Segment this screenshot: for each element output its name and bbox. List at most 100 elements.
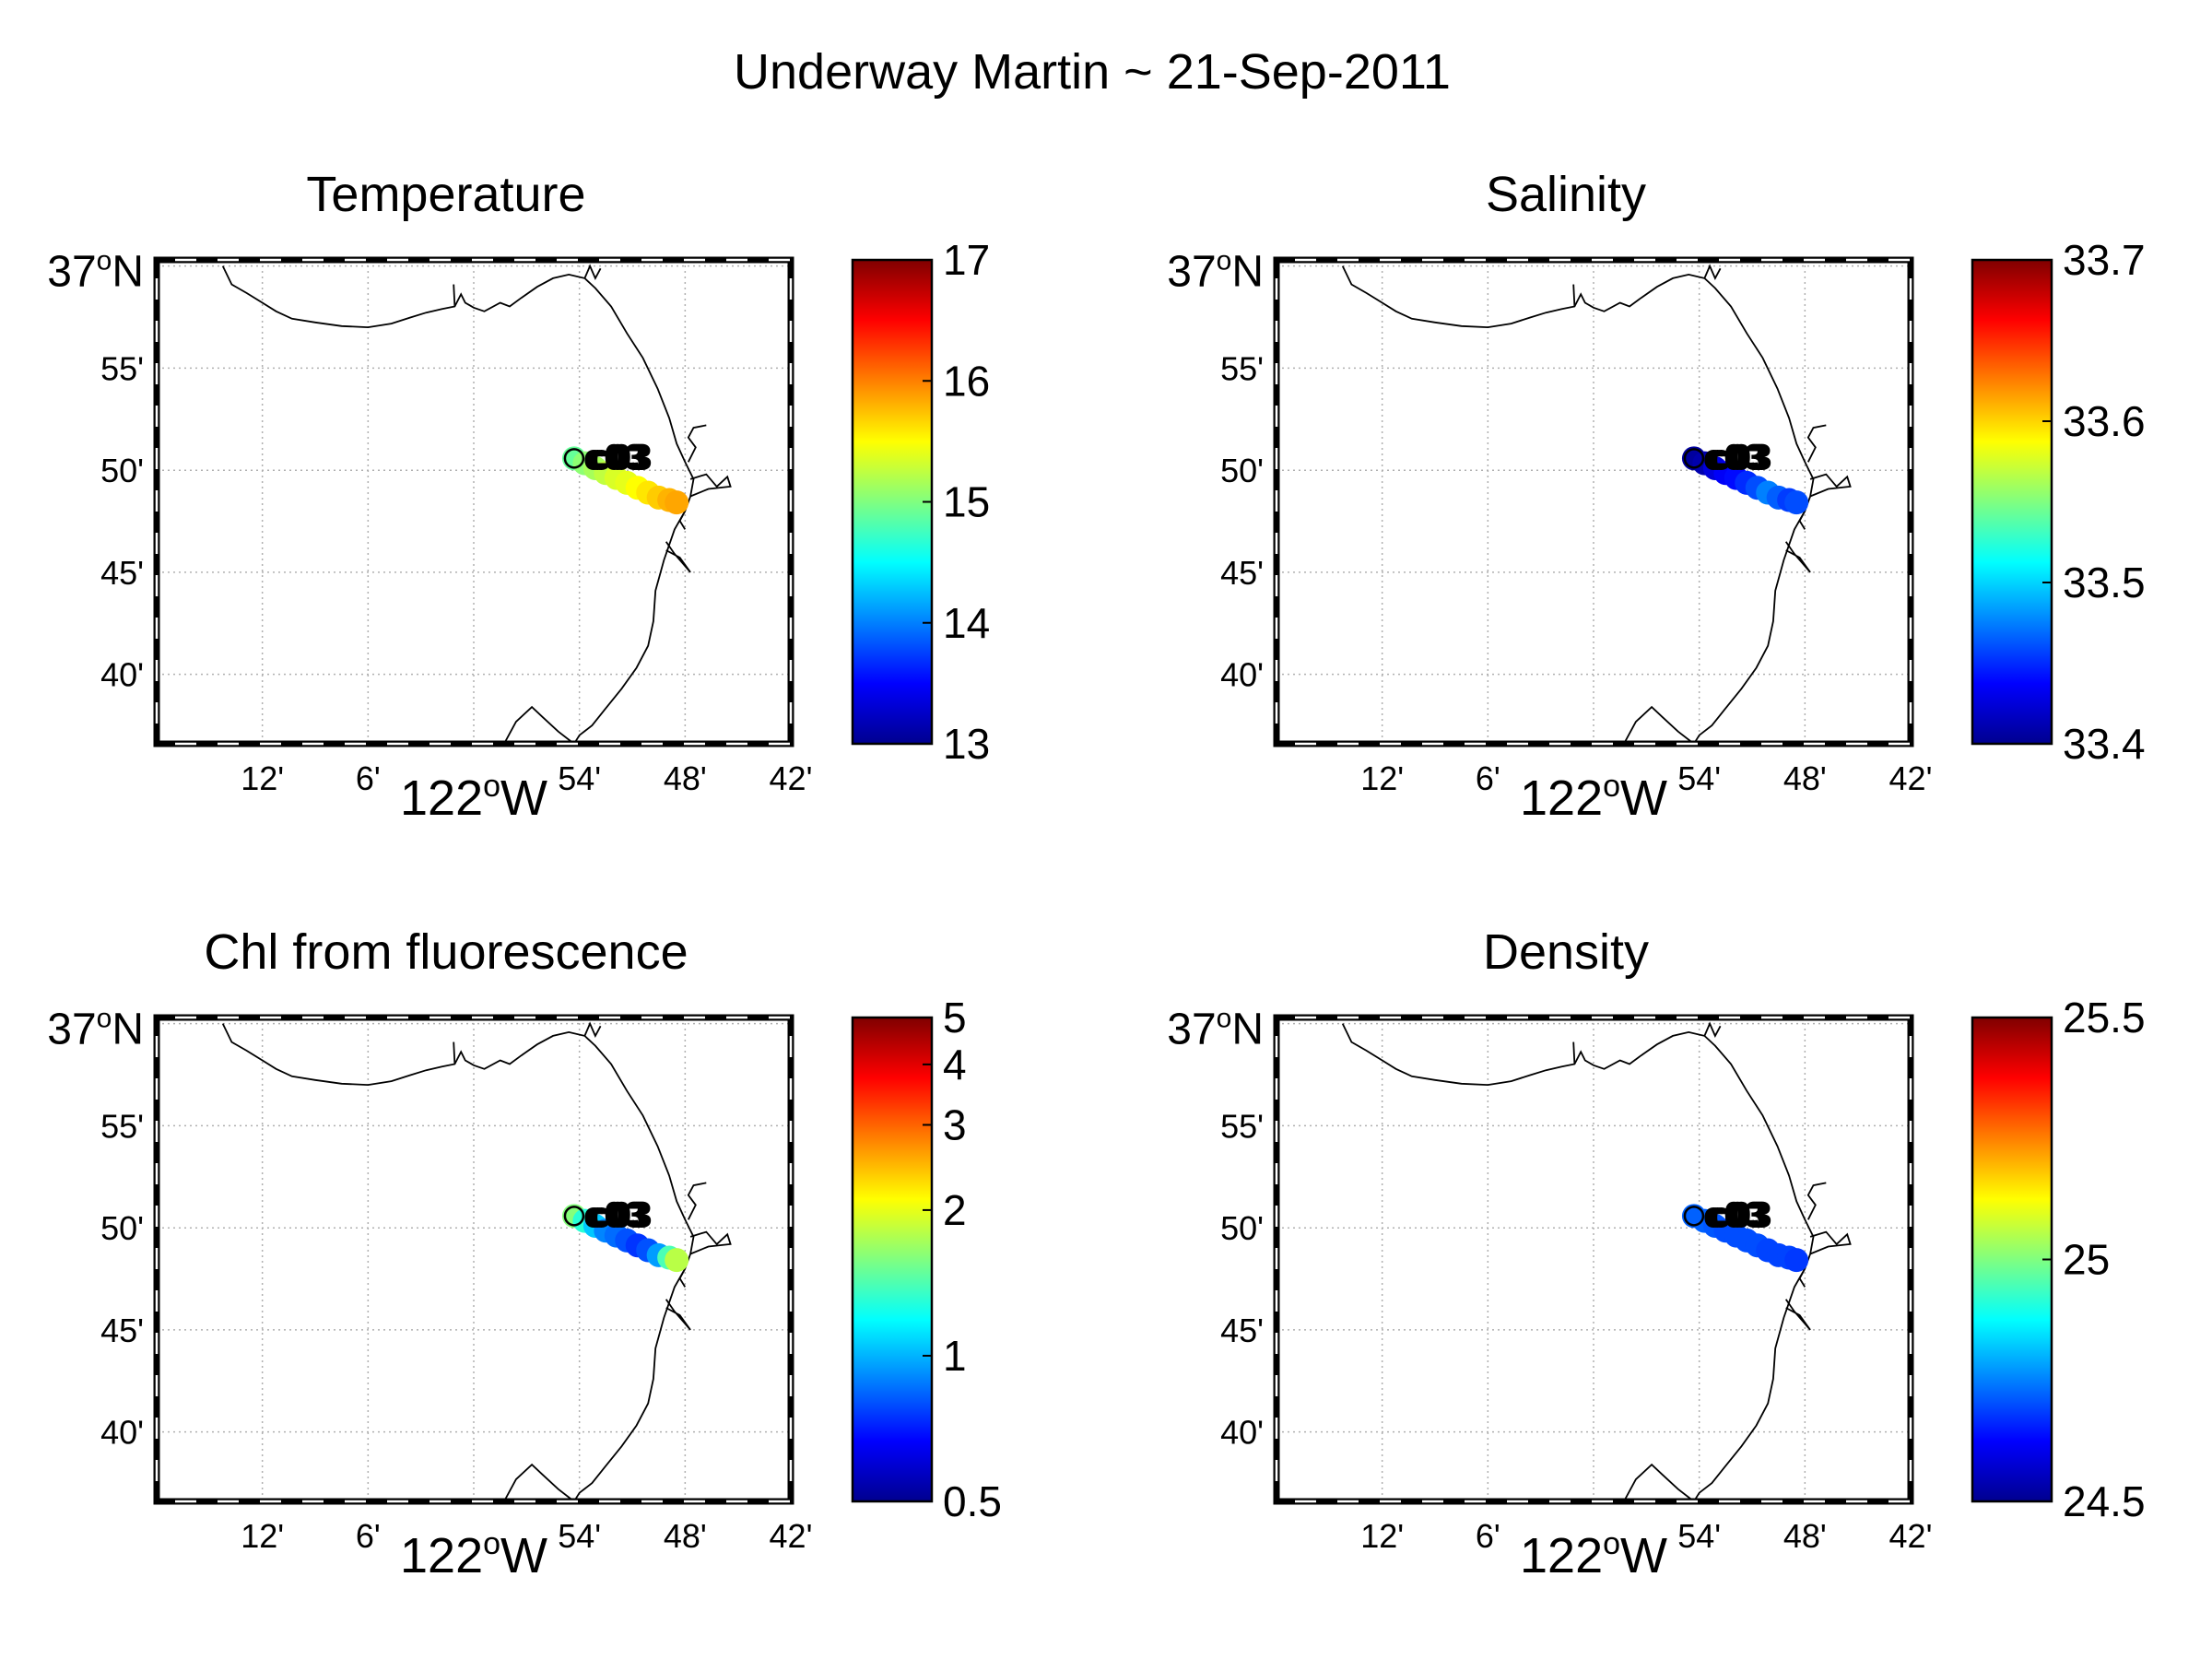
coast-feature [1784,541,1811,573]
lat-tick-label: 37oN [47,246,144,297]
lon-tick-label: 6' [356,1517,381,1555]
coast-feature [689,1230,732,1255]
coastline [1341,265,1815,745]
lon-tick-label: 122oW [400,1526,547,1583]
frame-ticks [1275,258,1912,746]
colorbar-tick-label: 24.5 [2063,1477,2146,1525]
coast-feature [687,1182,707,1220]
coast-feature [1572,284,1576,307]
lon-tick-label: 48' [664,1517,707,1555]
colorbar [1971,1016,2053,1503]
lat-tick-label: 37oN [47,1004,144,1054]
lon-tick-label: 42' [770,1517,813,1555]
lon-tick-label: 122oW [1520,1526,1667,1583]
coast-feature [665,541,691,573]
coast-feature [1784,1299,1811,1331]
station-label: c03 [1711,1194,1772,1235]
lat-tick-label: 55' [1220,349,1264,387]
lon-tick-label: 6' [1476,759,1500,797]
lat-tick-label: 40' [1220,1414,1264,1452]
station-marker [1683,448,1705,469]
colorbar-tick-label: 33.7 [2063,236,2146,284]
lat-tick-label: 45' [1220,554,1264,592]
colorbar-tick-label: 4 [943,1041,967,1088]
station-marker [1683,1206,1705,1227]
lon-tick-label: 12' [1360,1517,1404,1555]
coast-feature [583,264,602,280]
colorbar-tick-label: 17 [943,236,990,284]
panel-title: Chl from fluorescence [204,924,688,980]
coast-feature [1798,511,1806,530]
lat-tick-label: 55' [100,1107,144,1145]
station-label: c03 [1703,437,1765,477]
figure-title: Underway Martin ~ 21-Sep-2011 [734,44,1451,100]
colorbar [1971,258,2053,746]
coast-feature [1806,1182,1827,1220]
lat-tick-label: 40' [1220,656,1264,694]
coast-feature [678,1268,687,1288]
lat-tick-label: 50' [100,1209,144,1247]
station-label: c03 [587,437,649,477]
coastline [221,1023,695,1502]
colorbar-tick-label: 25.5 [2063,994,2146,1041]
lon-tick-label: 54' [1677,759,1721,797]
panel-title: Temperature [306,167,585,222]
colorbar-tick-label: 14 [943,599,990,647]
colorbar-tick-label: 16 [943,357,990,405]
lon-tick-label: 54' [558,759,601,797]
coast-feature [504,1463,575,1502]
lon-tick-label: 6' [1476,1517,1500,1555]
station-label: c03 [591,437,653,477]
lat-tick-label: 50' [100,452,144,489]
station-label: c03 [583,437,645,477]
track-point [1784,490,1809,515]
lat-tick-label: 40' [100,656,144,694]
station-label: c03 [583,1194,645,1235]
coast-feature [1703,1021,1722,1038]
station-label: c03 [1711,437,1772,477]
lat-tick-label: 40' [100,1414,144,1452]
station-marker [563,1206,585,1227]
coast-feature [689,473,732,498]
panel-title: Density [1483,924,1649,980]
lat-tick-label: 55' [1220,1107,1264,1145]
lon-tick-label: 54' [1677,1517,1721,1555]
coast-feature [1798,1268,1806,1288]
colorbar-tick-label: 15 [943,478,990,526]
lon-tick-label: 12' [1360,759,1404,797]
frame-ticks [155,258,793,746]
coast-feature [1572,1041,1576,1065]
colorbar-tick-label: 2 [943,1186,967,1234]
coast-feature [453,1041,456,1065]
lon-tick-label: 42' [770,759,813,797]
coast-feature [1806,424,1827,463]
station-label: c03 [1703,1194,1765,1235]
colorbar-tick-label: 3 [943,1100,967,1148]
lon-tick-label: 54' [558,1517,601,1555]
colorbar-tick-label: 1 [943,1332,967,1380]
coast-feature [678,511,687,530]
lat-tick-label: 50' [1220,452,1264,489]
lon-tick-label: 12' [241,1517,284,1555]
coast-feature [1809,473,1852,498]
coastline [1341,1023,1815,1502]
frame-ticks [1275,1016,1912,1503]
colorbar-tick-label: 5 [943,994,967,1041]
lon-tick-label: 48' [1783,1517,1827,1555]
station-label: c03 [591,1194,653,1235]
lat-tick-label: 37oN [1167,246,1264,297]
station-label: c03 [1707,437,1769,477]
coast-feature [453,284,456,307]
lat-tick-label: 45' [100,554,144,592]
lat-tick-label: 37oN [1167,1004,1264,1054]
lon-tick-label: 42' [1889,1517,1933,1555]
colorbar-tick-label: 33.5 [2063,559,2146,606]
track-point [665,490,689,515]
colorbar-tick-label: 13 [943,720,990,768]
lat-tick-label: 45' [100,1312,144,1349]
